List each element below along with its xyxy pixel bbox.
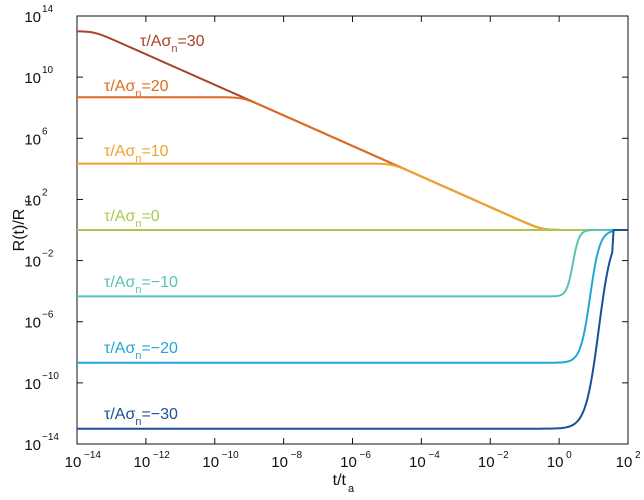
y-tick-label: 10 (24, 9, 41, 26)
y-tick-exponent: −2 (42, 249, 54, 260)
y-tick-label: 10 (24, 376, 41, 393)
x-tick-label: 10 (202, 454, 219, 471)
y-axis-label: R(t)/R (11, 209, 28, 252)
x-tick-exponent: 0 (566, 450, 572, 461)
y-tick-label: 10 (24, 437, 41, 454)
x-axis-label-sub: a (348, 483, 355, 495)
x-tick-exponent: −10 (222, 450, 239, 461)
x-tick-label: 10 (134, 454, 151, 471)
x-tick-label: 10 (547, 454, 564, 471)
x-tick-label: 10 (340, 454, 357, 471)
series-label-3: τ/Aσn=0 (104, 208, 160, 230)
series-label-6: τ/Aσn=−30 (104, 406, 178, 428)
series-label-2: τ/Aσn=10 (104, 143, 169, 165)
y-tick-exponent: −14 (42, 432, 59, 443)
y-axis-label-sub: r (22, 199, 34, 203)
series-line-4 (77, 229, 628, 298)
y-tick-label: 10 (24, 70, 41, 87)
x-tick-exponent: 2 (635, 450, 641, 461)
series-label-5: τ/Aσn=−20 (104, 340, 178, 362)
series-label-0: τ/Aσn=30 (140, 33, 205, 55)
series-labels: τ/Aσn=30 τ/Aσn=20 τ/Aσn=10 τ/Aσn=0 τ/Aσn=−10… (104, 33, 205, 428)
y-tick-exponent: 6 (42, 126, 48, 137)
x-tick-label: 10 (409, 454, 426, 471)
x-ticks: 10 −14 10 −12 10 −10 10 −8 10 −6 10 −4 10 −2 10 0 10 2 (65, 16, 641, 471)
y-tick-exponent: 14 (42, 4, 54, 15)
y-tick-label: 10 (24, 192, 41, 209)
series-line-5 (77, 229, 628, 364)
x-tick-label: 10 (65, 454, 82, 471)
y-tick-label: 10 (24, 315, 41, 332)
x-tick-label: 10 (271, 454, 288, 471)
y-tick-label: 10 (24, 254, 41, 271)
series-line-6 (77, 229, 628, 430)
x-tick-exponent: −4 (428, 450, 440, 461)
x-tick-exponent: −12 (153, 450, 170, 461)
x-tick-label: 10 (616, 454, 633, 471)
y-tick-exponent: 10 (42, 65, 54, 76)
x-tick-label: 10 (478, 454, 495, 471)
y-tick-exponent: −10 (42, 371, 59, 382)
x-tick-exponent: −8 (291, 450, 303, 461)
x-tick-exponent: −6 (360, 450, 372, 461)
series-label-1: τ/Aσn=20 (104, 78, 169, 100)
x-tick-exponent: −2 (497, 450, 509, 461)
y-tick-exponent: 2 (42, 187, 48, 198)
series-line-2 (77, 162, 628, 231)
y-tick-label: 10 (24, 131, 41, 148)
y-tick-exponent: −6 (42, 310, 54, 321)
series-label-4: τ/Aσn=−10 (104, 274, 178, 296)
series-lines (76, 30, 628, 430)
x-tick-exponent: −14 (84, 450, 101, 461)
x-axis-label: t/t (333, 472, 347, 489)
